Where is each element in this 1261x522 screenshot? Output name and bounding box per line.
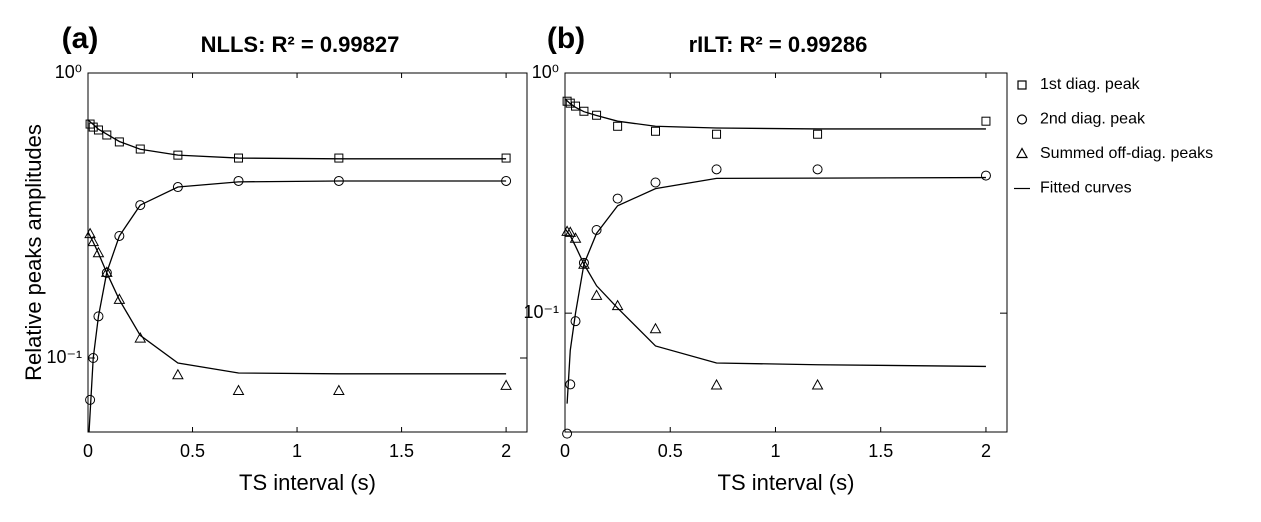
legend-label: 1st diag. peak [1040,76,1141,93]
square-marker [651,126,661,136]
square-marker [135,144,145,154]
x-tick-label: 1 [292,441,302,461]
circle-marker [711,164,722,175]
square-marker [334,153,344,163]
y-tick-label: 10⁰ [55,62,82,82]
circle-marker [565,379,576,390]
square-marker [562,96,572,106]
chart-title: NLLS: R² = 0.99827 [201,32,400,57]
triangle-marker [561,225,573,236]
circle-marker [612,193,623,204]
legend-label: Summed off-diag. peaks [1040,145,1213,162]
fit-curve [564,228,986,368]
triangle-marker [590,289,603,300]
circle-marker [135,200,146,211]
x-axis-label: TS interval (s) [718,470,855,495]
square-marker [93,125,103,135]
x-tick-label: 1 [770,441,780,461]
triangle-marker [333,384,345,395]
circle-marker [812,164,823,175]
x-tick-label: 2 [981,441,991,461]
square-marker [613,121,623,131]
fit-curve [87,119,507,160]
x-tick-label: 1.5 [868,441,893,461]
panel-label: (a) [62,22,99,55]
square-marker [114,137,124,147]
triangle-marker [100,266,113,277]
triangle-marker [172,368,184,380]
y-tick-label: 10⁻¹ [46,347,82,367]
x-tick-label: 2 [501,441,511,461]
square-marker [579,106,589,116]
legend-label: 2nd diag. peak [1040,111,1146,128]
y-axis-label: Relative peaks amplitudes [21,124,46,381]
fit-curve [564,98,986,130]
panel-label: (b) [547,22,585,55]
triangle-marker [578,258,590,269]
circle-marker [1016,114,1028,125]
x-tick-label: 0 [83,441,93,461]
triangle-marker [710,378,723,390]
circle-marker [980,170,991,181]
square-marker [565,98,575,108]
triangle-marker [649,322,662,334]
square-marker [501,153,511,163]
triangle-marker [92,246,105,258]
triangle-marker [569,232,582,243]
fit-curve [87,231,507,375]
square-marker [592,110,602,120]
circle-marker [570,316,581,327]
circle-marker [562,428,573,439]
triangle-marker [87,235,100,247]
circle-marker [114,230,125,241]
square-marker [712,129,722,139]
square-marker [85,119,95,129]
plot-frame [87,72,528,433]
triangle-marker [232,384,245,395]
square-marker [1017,80,1027,90]
x-tick-label: 0 [560,441,570,461]
square-marker [102,130,112,140]
square-marker [88,122,98,132]
triangle-marker [811,378,824,390]
x-tick-label: 0.5 [658,441,683,461]
legend-label: Fitted curves [1040,180,1132,197]
x-tick-label: 0.5 [180,441,205,461]
triangle-marker [1015,147,1029,159]
square-marker [981,116,991,126]
plot-frame [564,72,1008,433]
square-marker [813,129,823,139]
chart-title: rILT: R² = 0.99286 [689,32,868,57]
fit-curve [566,176,986,404]
x-axis-label: TS interval (s) [239,470,376,495]
circle-marker [650,177,661,188]
triangle-marker [113,293,126,304]
y-tick-label: 10⁰ [532,62,559,82]
triangle-marker [500,379,512,390]
triangle-marker [84,227,96,239]
square-marker [571,101,581,111]
fit-curve [88,180,507,433]
circle-marker [233,175,244,186]
x-tick-label: 1.5 [389,441,414,461]
y-tick-label: 10⁻¹ [523,302,559,322]
